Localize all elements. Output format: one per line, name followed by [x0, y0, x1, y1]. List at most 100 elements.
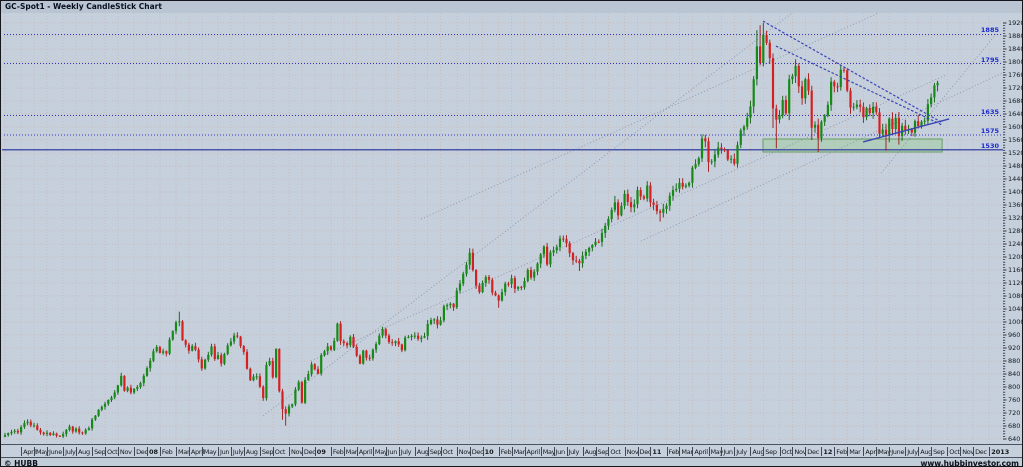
x-axis-month-label: Mar [513, 447, 526, 456]
x-axis-month-label: April [23, 447, 37, 456]
x-axis-month-label: July [907, 447, 918, 456]
x-axis-month-label: Aug [245, 447, 258, 456]
month-separator [582, 446, 584, 456]
x-axis-month-label: Nov [291, 447, 303, 456]
y-axis-tick-label: 1440 [1008, 174, 1023, 183]
x-axis-month-label: July [232, 447, 244, 456]
y-axis-tick-label: 1280 [1008, 226, 1023, 235]
y-axis-tick-label: 760 [1008, 395, 1021, 404]
month-separator [750, 446, 752, 456]
y-axis-tick-label: 840 [1008, 369, 1021, 378]
price-level-label-1795: 1795 [980, 55, 999, 64]
y-axis-tick-label: 1120 [1008, 278, 1023, 287]
x-axis-month-label: Sep [765, 447, 777, 456]
x-axis-month-label: Oct [274, 447, 286, 456]
month-separator [330, 446, 332, 456]
x-axis-month-label: April [358, 447, 373, 456]
x-axis-month-label: Oct [949, 447, 960, 456]
month-separator [989, 446, 991, 456]
date-axis: April May June July Aug Sep Oct Nov Dec 08 Feb Mar A… [1, 444, 1022, 458]
month-separator [566, 446, 568, 456]
x-axis-month-label: Nov [626, 447, 639, 456]
x-axis-month-label: Oct [781, 447, 793, 456]
y-axis-tick-label: 1200 [1008, 252, 1023, 261]
month-separator [92, 446, 94, 456]
month-separator [511, 446, 513, 456]
price-axis: 640 680 720 760 800 840 880 920 960 1000 1040 1080 1… [1003, 13, 1023, 444]
trendline-channel-upper [420, 13, 880, 220]
x-axis-month-label: Mar [681, 447, 693, 456]
month-separator [947, 446, 949, 456]
x-axis-month-label: May [36, 447, 49, 456]
support-zone [762, 138, 943, 153]
x-axis-month-label: April [190, 447, 205, 456]
down-candle-wicks [17, 25, 919, 438]
x-axis-month-label: Nov [458, 447, 471, 456]
x-axis-month-label: Dec [136, 447, 148, 456]
month-separator [721, 446, 723, 456]
x-axis-month-label: Feb [668, 447, 680, 456]
month-separator [117, 446, 119, 456]
x-axis-month-label: July [65, 447, 76, 456]
x-axis-month-label: July [568, 447, 580, 456]
month-separator [134, 446, 136, 456]
x-axis-month-label: Oct [442, 447, 454, 456]
x-axis-month-label: Sep [597, 447, 610, 456]
x-axis-month-label: 10 [484, 447, 494, 456]
x-axis-month-label: Dec [471, 447, 484, 456]
y-axis-tick-label: 640 [1008, 434, 1021, 443]
y-axis-tick-label: 1800 [1008, 57, 1023, 66]
month-separator [779, 446, 781, 456]
month-separator [540, 446, 542, 456]
month-separator [931, 446, 933, 456]
month-separator [666, 446, 668, 456]
month-separator [385, 446, 387, 456]
trendline-channel-lower [640, 72, 1003, 242]
y-axis-tick-label: 920 [1008, 343, 1021, 352]
y-axis-tick-label: 1400 [1008, 187, 1023, 196]
down-candle-bodies [16, 34, 920, 437]
month-separator [201, 446, 203, 456]
month-separator [21, 446, 23, 456]
x-axis-month-label: Nov [794, 447, 807, 456]
month-separator [708, 446, 710, 456]
month-separator [289, 446, 290, 456]
y-axis-tick-label: 960 [1008, 330, 1021, 339]
month-separator [105, 446, 106, 456]
month-separator [427, 446, 429, 456]
x-axis-month-label: 2013 [991, 447, 1010, 456]
month-separator [792, 446, 794, 456]
x-axis-month-label: Mar [178, 447, 190, 456]
x-axis-month-label: Mar [345, 447, 358, 456]
month-separator [763, 446, 765, 456]
x-axis-month-label: Sep [261, 447, 274, 456]
price-level-label-1885: 1885 [980, 26, 999, 35]
plot-area [2, 13, 1003, 444]
x-axis-month-label: Feb [161, 447, 173, 456]
month-separator [188, 446, 190, 456]
x-axis-month-label: May [374, 447, 388, 456]
y-axis-tick-label: 1240 [1008, 239, 1023, 248]
month-separator [595, 446, 597, 456]
x-axis-month-label: Feb [836, 447, 847, 456]
month-separator [301, 446, 303, 456]
month-separator [905, 446, 907, 456]
x-axis-month-label: Feb [500, 447, 512, 456]
month-separator [398, 446, 400, 456]
x-axis-month-label: 12 [823, 447, 833, 456]
x-axis-month-label: Feb [332, 447, 344, 456]
x-axis-month-label: Jun [555, 447, 566, 456]
trendline-ascending-support [862, 118, 950, 143]
x-axis-month-label: Sep [429, 447, 442, 456]
y-axis-tick-label: 1480 [1008, 161, 1023, 170]
price-level-label-1530: 1530 [980, 141, 999, 150]
y-axis-tick-label: 1000 [1008, 317, 1023, 326]
month-separator [469, 446, 471, 456]
month-separator [343, 446, 345, 456]
month-separator [734, 446, 736, 456]
trendline-steep-right-support [880, 33, 997, 174]
trendline-channel-steep-2008-2011 [262, 13, 793, 417]
x-axis-month-label: Nov [962, 447, 974, 456]
x-axis-month-label: Dec [807, 447, 819, 456]
month-separator [414, 446, 416, 456]
